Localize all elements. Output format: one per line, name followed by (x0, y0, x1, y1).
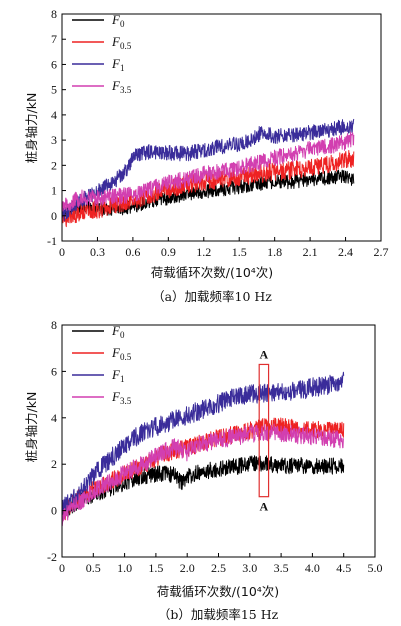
chart-b-ytick-label: 6 (51, 364, 57, 378)
chart-b-xtick-label: 5.0 (368, 561, 383, 575)
chart-b-ytick-label: 4 (51, 411, 57, 425)
chart-b-series-F3_5 (61, 423, 344, 527)
chart-b-xtick-label: 3.5 (274, 561, 289, 575)
chart-a-ytick-label: 3 (51, 133, 57, 147)
chart-b-caption: （b）加载频率15 Hz (158, 607, 279, 622)
chart-b-xtick-label: 4.0 (305, 561, 320, 575)
chart-a-xlabel: 荷载循环次数/(10⁴次) (151, 265, 273, 280)
chart-a-ytick-label: 2 (51, 158, 57, 172)
chart-a: 桩身轴力/kN 荷载循环次数/(10⁴次) （a）加载频率10 Hz -1012… (24, 7, 389, 304)
chart-b-legend-sub: 3.5 (120, 396, 132, 406)
chart-a-ytick-label: 8 (51, 7, 57, 21)
chart-a-legend-sub: 0 (120, 19, 125, 29)
chart-a-ylabel: 桩身轴力/kN (24, 93, 39, 164)
chart-a-xtick-label: 2.4 (338, 245, 353, 259)
chart-b-ylabel: 桩身轴力/kN (24, 392, 39, 463)
chart-a-series-F3_5 (61, 131, 355, 212)
chart-a-xtick-label: 0.3 (90, 245, 105, 259)
chart-b-ytick-label: 0 (51, 504, 57, 518)
chart-a-ytick-label: 7 (51, 32, 57, 46)
chart-b-xtick-label: 0.5 (86, 561, 101, 575)
chart-b-ytick-label: 2 (51, 457, 57, 471)
chart-a-caption: （a）加载频率10 Hz (152, 289, 272, 304)
chart-a-xtick-label: 2.1 (303, 245, 318, 259)
chart-a-xtick-label: 0.9 (161, 245, 176, 259)
chart-a-xtick-label: 0 (59, 245, 65, 259)
chart-a-ytick-label: 1 (51, 184, 57, 198)
chart-b-legend-label: F3.5 (111, 389, 132, 406)
chart-b-annotation-top: A (260, 347, 269, 361)
chart-b-legend-sub: 0 (120, 330, 125, 340)
chart-b-xtick-label: 1.5 (148, 561, 163, 575)
chart-b-annotation-bottom: A (260, 500, 269, 514)
chart-b: 桩身轴力/kN 荷载循环次数/(10⁴次) （b）加载频率15 Hz AA-20… (24, 318, 383, 622)
chart-b-xtick-label: 3.0 (242, 561, 257, 575)
chart-a-legend-sub: 1 (120, 63, 125, 73)
chart-b-legend-sub: 0.5 (120, 352, 132, 362)
chart-a-ytick-label: -1 (47, 234, 57, 248)
chart-b-xtick-label: 1.0 (117, 561, 132, 575)
chart-a-legend-sub: 0.5 (120, 41, 132, 51)
chart-b-legend-label: F0.5 (111, 345, 132, 362)
chart-b-ytick-label: 8 (51, 318, 57, 332)
chart-b-xtick-label: 2.5 (211, 561, 226, 575)
chart-a-legend-label: F0.5 (111, 34, 132, 51)
chart-a-legend-sub: 3.5 (120, 85, 132, 95)
chart-b-legend-sub: 1 (120, 374, 125, 384)
chart-b-xlabel: 荷载循环次数/(10⁴次) (157, 584, 279, 599)
chart-a-xtick-label: 1.2 (196, 245, 211, 259)
chart-a-ytick-label: 0 (51, 209, 57, 223)
chart-a-series-F1 (61, 118, 355, 222)
chart-b-legend-label: F1 (111, 367, 124, 384)
chart-b-xtick-label: 4.5 (336, 561, 351, 575)
chart-b-annotation-box (258, 363, 270, 498)
chart-b-xtick-label: 0 (59, 561, 65, 575)
chart-a-xtick-label: 1.8 (267, 245, 282, 259)
chart-a-xtick-label: 2.7 (374, 245, 389, 259)
chart-a-legend-label: F0 (111, 12, 125, 29)
chart-b-xtick-label: 2.0 (180, 561, 195, 575)
chart-a-ytick-label: 5 (51, 83, 57, 97)
chart-a-ytick-label: 4 (51, 108, 57, 122)
chart-b-series-F1 (61, 371, 345, 517)
chart-a-xtick-label: 0.6 (125, 245, 140, 259)
chart-b-ytick-label: -2 (47, 550, 57, 564)
chart-a-legend-label: F1 (111, 56, 124, 73)
chart-a-ytick-label: 6 (51, 57, 57, 71)
chart-a-xtick-label: 1.5 (232, 245, 247, 259)
chart-a-plot-frame (61, 13, 382, 242)
chart-b-legend-label: F0 (111, 323, 125, 340)
chart-a-legend-label: F3.5 (111, 78, 132, 95)
